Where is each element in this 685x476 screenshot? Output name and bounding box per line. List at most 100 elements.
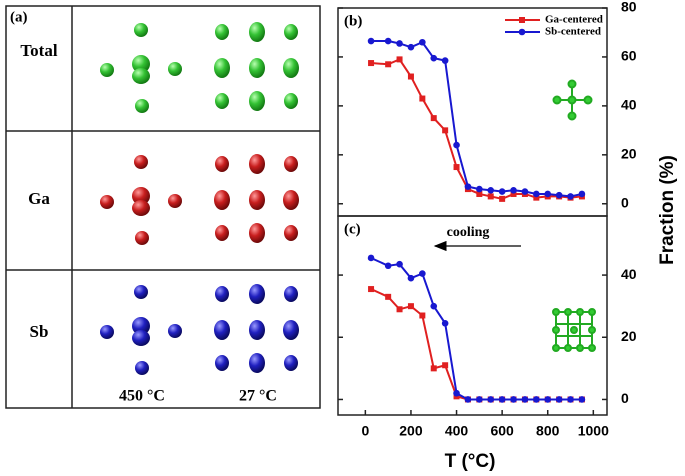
data-point bbox=[430, 365, 437, 372]
data-point bbox=[407, 274, 415, 282]
data-point bbox=[476, 185, 483, 193]
data-point bbox=[487, 193, 494, 200]
data-point bbox=[407, 43, 415, 51]
data-point bbox=[510, 190, 517, 197]
atom-blob bbox=[284, 93, 298, 109]
data-point bbox=[385, 293, 392, 300]
atom-blob bbox=[249, 58, 265, 78]
data-point bbox=[368, 60, 375, 67]
series-line bbox=[370, 58, 583, 200]
atom-blob bbox=[100, 63, 114, 77]
data-point bbox=[430, 115, 437, 122]
atom-blob bbox=[132, 200, 150, 216]
atom-blob bbox=[168, 324, 182, 338]
legend-label: Ga-centered bbox=[545, 14, 603, 26]
series-line bbox=[370, 257, 582, 401]
atom-blob bbox=[215, 156, 229, 172]
x-tick-label: 0 bbox=[361, 423, 369, 439]
x-tick-label: 1000 bbox=[578, 423, 609, 439]
atom-blob bbox=[134, 23, 148, 37]
data-point bbox=[419, 270, 426, 277]
atom-blob bbox=[284, 24, 298, 40]
data-point bbox=[498, 396, 506, 403]
atom-blob bbox=[249, 353, 265, 373]
data-point bbox=[567, 396, 574, 403]
atom-blob bbox=[249, 320, 265, 340]
data-point bbox=[510, 187, 517, 194]
data-point bbox=[442, 127, 449, 134]
y-tick-label: 80 bbox=[621, 0, 637, 15]
atom-blob bbox=[283, 58, 299, 78]
atom-blob bbox=[132, 55, 150, 73]
atom-blob bbox=[283, 190, 299, 210]
atom-blob bbox=[135, 231, 149, 245]
data-point bbox=[396, 56, 403, 63]
column-label: 450 °C bbox=[119, 388, 165, 405]
atom-blob bbox=[132, 317, 150, 335]
cluster-icon bbox=[552, 308, 596, 352]
data-point bbox=[521, 188, 529, 195]
atom-blob bbox=[284, 225, 298, 241]
data-point bbox=[441, 319, 449, 327]
y-tick-label: 20 bbox=[621, 146, 637, 162]
data-point bbox=[453, 141, 460, 149]
data-point bbox=[441, 57, 449, 64]
panel-label: (c) bbox=[344, 221, 361, 237]
atom-blob bbox=[284, 286, 298, 302]
data-point bbox=[384, 37, 392, 45]
column-label: 27 °C bbox=[239, 388, 277, 405]
data-point bbox=[544, 396, 552, 403]
data-point bbox=[510, 396, 517, 403]
data-point bbox=[578, 190, 586, 198]
legend-marker bbox=[518, 28, 526, 36]
data-point bbox=[555, 191, 563, 199]
atom-blob bbox=[249, 91, 265, 111]
x-tick-label: 600 bbox=[490, 423, 514, 439]
atom-blob bbox=[249, 223, 265, 243]
atom-blob bbox=[215, 286, 229, 302]
panel-a bbox=[5, 5, 321, 409]
data-point bbox=[578, 396, 586, 403]
atom-blob bbox=[168, 62, 182, 76]
atom-blob bbox=[283, 320, 299, 340]
x-tick-label: 200 bbox=[399, 423, 423, 439]
data-point bbox=[407, 73, 414, 80]
atom-blob bbox=[100, 195, 114, 209]
data-point bbox=[464, 183, 472, 190]
atom-blob bbox=[284, 156, 298, 172]
atom-blob bbox=[100, 325, 114, 339]
data-point bbox=[533, 190, 540, 198]
atom-blob bbox=[215, 225, 229, 241]
atom-blob bbox=[214, 190, 230, 210]
data-point bbox=[567, 193, 574, 200]
data-point bbox=[430, 302, 438, 310]
data-point bbox=[487, 187, 495, 194]
panel-frame bbox=[5, 5, 321, 409]
row-label: Total bbox=[20, 41, 57, 60]
data-point bbox=[544, 190, 552, 198]
atom-blob bbox=[132, 330, 150, 346]
series-line bbox=[370, 288, 582, 401]
data-point bbox=[464, 396, 472, 403]
data-point bbox=[521, 396, 529, 403]
data-point bbox=[498, 188, 506, 195]
row-label: Ga bbox=[28, 189, 50, 208]
panel-label: (a) bbox=[10, 9, 28, 25]
atom-blob bbox=[134, 285, 148, 299]
data-point bbox=[384, 262, 392, 270]
y-axis-label: Fraction (%) bbox=[657, 155, 678, 265]
data-point bbox=[499, 195, 506, 202]
x-tick-label: 400 bbox=[445, 423, 469, 439]
plot-frame bbox=[337, 215, 608, 416]
data-point bbox=[407, 303, 414, 310]
y-tick-label: 40 bbox=[621, 97, 637, 113]
atom-blob bbox=[134, 155, 148, 169]
data-point bbox=[453, 164, 460, 171]
data-point bbox=[419, 312, 426, 319]
plot-frame bbox=[337, 7, 608, 217]
atom-blob bbox=[168, 194, 182, 208]
atom-blob bbox=[249, 284, 265, 304]
atom-blob bbox=[249, 190, 265, 210]
tetrahedron-icon bbox=[552, 79, 593, 121]
